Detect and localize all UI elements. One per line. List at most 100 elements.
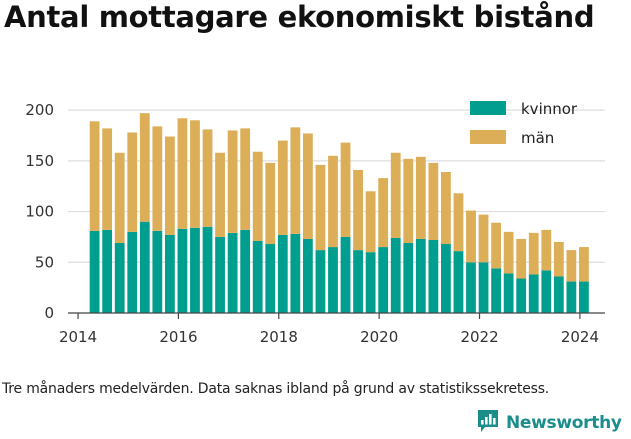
bar-kvinnor bbox=[227, 232, 238, 313]
legend-swatch-man bbox=[470, 130, 506, 144]
bar-man bbox=[478, 214, 489, 263]
newsworthy-brand[interactable]: Newsworthy bbox=[476, 408, 622, 438]
bar-man bbox=[516, 238, 527, 279]
bar-man bbox=[177, 118, 188, 229]
bar-kvinnor bbox=[89, 230, 100, 313]
bar-kvinnor bbox=[428, 239, 439, 313]
bar-man bbox=[566, 250, 577, 282]
legend-label-kvinnor: kvinnor bbox=[521, 100, 578, 118]
bar-man bbox=[528, 232, 539, 275]
bar-kvinnor bbox=[466, 262, 476, 313]
bar-kvinnor bbox=[240, 229, 251, 313]
bar-man bbox=[139, 113, 150, 222]
bar-man bbox=[365, 191, 376, 253]
bar-kvinnor bbox=[252, 240, 263, 313]
stacked-bar-chart: 0 50 100 150 200 2014 2016 2018 2020 2022 2024 kv… bbox=[25, 100, 605, 346]
x-tick-label: 2022 bbox=[460, 328, 498, 346]
bar-kvinnor bbox=[202, 226, 213, 313]
bar-man bbox=[390, 152, 401, 238]
x-tick-label: 2018 bbox=[260, 328, 298, 346]
bar-kvinnor bbox=[190, 227, 200, 313]
legend: kvinnor män bbox=[470, 100, 578, 147]
bar-man bbox=[240, 128, 251, 230]
bar-man bbox=[428, 162, 439, 240]
x-tick-label: 2014 bbox=[59, 328, 97, 346]
bar-kvinnor bbox=[127, 231, 138, 313]
bar-man bbox=[89, 121, 100, 231]
bar-man bbox=[152, 126, 163, 231]
y-axis: 0 50 100 150 200 bbox=[25, 101, 54, 322]
bar-man bbox=[328, 155, 338, 248]
bar-man bbox=[265, 162, 276, 245]
x-axis: 2014 2016 2018 2020 2022 2024 bbox=[59, 312, 605, 346]
bar-kvinnor bbox=[315, 250, 326, 313]
bar-kvinnor bbox=[114, 243, 125, 313]
y-tick-label: 150 bbox=[25, 152, 54, 170]
bar-kvinnor bbox=[353, 250, 363, 313]
bar-man bbox=[340, 142, 351, 237]
bar-man bbox=[290, 127, 301, 234]
bar-kvinnor bbox=[139, 221, 150, 313]
bar-man bbox=[114, 152, 125, 244]
bar-man bbox=[190, 120, 200, 228]
x-tick-label: 2020 bbox=[360, 328, 398, 346]
bar-man bbox=[403, 158, 414, 244]
bar-man bbox=[277, 140, 288, 235]
bar-kvinnor bbox=[152, 230, 163, 313]
bar-man bbox=[553, 242, 564, 277]
bar-man bbox=[127, 132, 138, 232]
bar-man bbox=[579, 247, 589, 282]
bar-man bbox=[227, 130, 238, 233]
bar-kvinnor bbox=[566, 281, 577, 313]
bar-kvinnor bbox=[303, 238, 313, 313]
bar-kvinnor bbox=[378, 247, 389, 313]
bar-kvinnor bbox=[503, 273, 514, 313]
chart-title: Antal mottagare ekonomiskt bistånd bbox=[4, 0, 595, 34]
bar-man bbox=[215, 152, 225, 237]
bar-man bbox=[441, 172, 451, 245]
bar-kvinnor bbox=[528, 274, 539, 313]
bar-man bbox=[453, 193, 464, 252]
y-tick-label: 50 bbox=[35, 253, 54, 271]
bar-man bbox=[541, 229, 552, 271]
bar-kvinnor bbox=[553, 276, 564, 313]
bar-kvinnor bbox=[277, 234, 288, 313]
bar-kvinnor bbox=[328, 247, 338, 313]
bar-kvinnor bbox=[290, 233, 301, 313]
bar-kvinnor bbox=[403, 243, 414, 313]
bar-kvinnor bbox=[453, 251, 464, 313]
bar-kvinnor bbox=[340, 236, 351, 313]
x-tick-label: 2016 bbox=[159, 328, 197, 346]
bar-kvinnor bbox=[365, 252, 376, 313]
brand-name: Newsworthy bbox=[506, 413, 622, 433]
bar-kvinnor bbox=[541, 270, 552, 313]
y-tick-label: 200 bbox=[25, 101, 54, 119]
bar-man bbox=[378, 178, 389, 248]
bar-kvinnor bbox=[102, 229, 113, 313]
bar-kvinnor bbox=[215, 236, 225, 313]
bar-man bbox=[353, 169, 363, 251]
y-tick-label: 0 bbox=[44, 304, 54, 322]
bar-kvinnor bbox=[441, 244, 451, 313]
legend-label-man: män bbox=[521, 129, 554, 147]
bars bbox=[89, 113, 589, 313]
bar-man bbox=[491, 222, 501, 269]
legend-swatch-kvinnor bbox=[470, 101, 506, 115]
x-tick-label: 2024 bbox=[561, 328, 599, 346]
bar-kvinnor bbox=[579, 281, 589, 313]
bar-man bbox=[315, 164, 326, 251]
y-tick-label: 100 bbox=[25, 203, 54, 221]
bar-kvinnor bbox=[164, 234, 175, 313]
bar-kvinnor bbox=[478, 262, 489, 313]
bar-man bbox=[164, 136, 175, 235]
bar-man bbox=[252, 151, 263, 241]
bar-man bbox=[466, 210, 476, 263]
bar-kvinnor bbox=[491, 268, 501, 313]
bar-man bbox=[415, 156, 426, 239]
bar-kvinnor bbox=[516, 278, 527, 313]
bar-kvinnor bbox=[415, 238, 426, 313]
bar-kvinnor bbox=[265, 244, 276, 313]
footnote: Tre månaders medelvärden. Data saknas ib… bbox=[2, 381, 550, 397]
bar-man bbox=[202, 129, 213, 227]
bar-kvinnor bbox=[390, 237, 401, 313]
